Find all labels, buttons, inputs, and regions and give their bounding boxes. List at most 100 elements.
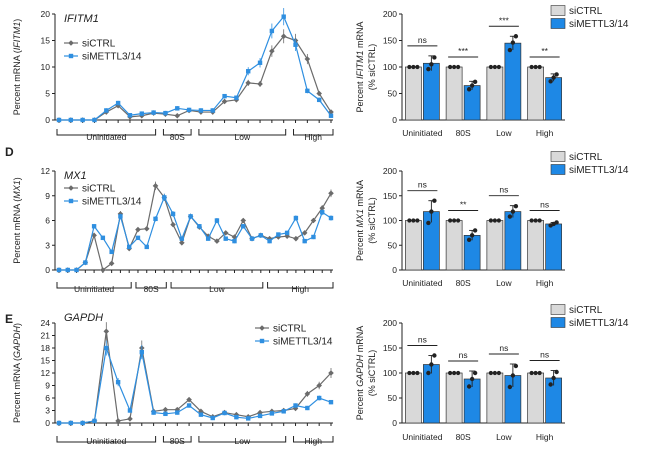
bar — [486, 372, 504, 424]
bar-group-uninitiated: ns Uninitiated — [402, 180, 442, 288]
data-point — [162, 195, 167, 200]
replicate-point — [432, 198, 437, 203]
legend: siCTRL siMETTL3/14 — [550, 5, 629, 30]
significance-label: ns — [540, 200, 549, 210]
data-point — [301, 230, 308, 236]
replicate-point — [496, 370, 501, 376]
replicate-point — [452, 370, 457, 376]
y-tick-label: 150 — [383, 191, 397, 201]
data-point — [280, 33, 287, 40]
data-point — [151, 410, 156, 415]
data-point — [115, 100, 121, 106]
y-axis-label: Percent IFITM1 mRNA(% siCTRL) — [355, 21, 377, 112]
replicate-point — [472, 370, 478, 376]
data-point — [127, 408, 133, 413]
legend-label: siMETTL3/14 — [569, 19, 629, 30]
legend: siCTRL siMETTL3/14 — [550, 151, 629, 176]
y-tick-label: 100 — [383, 216, 397, 226]
significance-label: *** — [458, 46, 469, 56]
data-point — [162, 406, 169, 413]
y-axis-label-line: Percent GAPDH mRNA — [355, 326, 365, 421]
series-line — [59, 347, 332, 424]
significance-label: ** — [541, 46, 548, 56]
data-point — [284, 233, 290, 239]
region-bracket — [293, 436, 334, 443]
region-label: 80S — [170, 132, 185, 142]
data-point — [74, 267, 79, 273]
y-tick-label: 18 — [41, 343, 51, 353]
data-point — [249, 236, 255, 241]
data-point — [245, 80, 252, 86]
data-point — [258, 233, 264, 238]
region-bracket — [293, 129, 334, 136]
y-tick-label: 21 — [41, 331, 51, 341]
y-axis-label-part: Percent mRNA ( — [12, 50, 22, 115]
replicate-point — [472, 228, 478, 233]
replicate-point — [472, 79, 478, 85]
replicate-point — [496, 64, 501, 70]
y-tick-label: 9 — [45, 191, 50, 201]
bar — [405, 220, 422, 271]
y-axis-label: Percent GAPDH mRNA(% siCTRL) — [355, 326, 377, 421]
data-point — [319, 205, 326, 211]
legend-swatch — [550, 5, 566, 16]
data-point — [281, 409, 286, 414]
y-axis-label: Percent mRNA (IFITM1) — [12, 19, 22, 116]
data-point — [139, 349, 144, 355]
legend-label: siMETTL3/14 — [569, 318, 629, 329]
bar-group-low: ns Low — [486, 185, 522, 288]
bar-group-low: ns Low — [486, 343, 522, 442]
replicate-point — [432, 353, 437, 358]
legend-marker — [259, 325, 265, 331]
data-point — [214, 218, 220, 223]
bar-group-high: ns High — [527, 200, 562, 288]
replicate-point — [429, 62, 434, 67]
y-axis-label-line: Percent MX1 mRNA — [355, 180, 365, 261]
y-tick-label: 0 — [392, 265, 397, 275]
replicate-point — [537, 218, 542, 223]
replicate-point — [548, 79, 553, 84]
replicate-point — [448, 370, 453, 376]
y-tick-label: 100 — [383, 368, 397, 378]
series-simettl3-14 — [56, 8, 334, 123]
replicate-point — [411, 64, 416, 70]
region-label: Uninitiated — [86, 132, 126, 142]
data-point — [269, 28, 275, 34]
data-point — [139, 111, 144, 116]
replicate-point — [513, 203, 519, 209]
replicate-point — [432, 55, 437, 60]
data-point — [152, 183, 159, 189]
data-point — [115, 379, 121, 385]
region-bracket — [198, 436, 287, 443]
category-label: High — [536, 432, 554, 442]
y-axis-label-part: ) — [12, 19, 22, 22]
data-point — [103, 328, 110, 335]
replicate-point — [510, 209, 516, 214]
bar — [445, 372, 463, 424]
y-axis-label-part: ) — [12, 177, 22, 180]
y-tick-label: 20 — [41, 9, 51, 19]
data-point — [246, 69, 251, 74]
y-tick-label: 150 — [383, 36, 397, 46]
legend-swatch — [550, 151, 566, 162]
y-axis-label-part: MX1 — [12, 180, 22, 199]
replicate-point — [529, 218, 534, 223]
replicate-point — [537, 64, 542, 70]
data-point — [302, 238, 307, 244]
legend-label: siCTRL — [569, 152, 603, 163]
y-tick-label: 200 — [383, 9, 397, 19]
data-point — [304, 56, 311, 62]
bar — [545, 223, 562, 271]
data-point — [175, 106, 180, 111]
y-axis-label-line-part: Percent — [355, 387, 365, 421]
legend-swatch — [550, 18, 566, 29]
significance-label: ns — [540, 350, 549, 360]
data-point — [56, 267, 62, 273]
legend-label: siMETTL3/14 — [273, 337, 333, 348]
data-point — [186, 396, 192, 403]
data-point — [310, 217, 317, 224]
